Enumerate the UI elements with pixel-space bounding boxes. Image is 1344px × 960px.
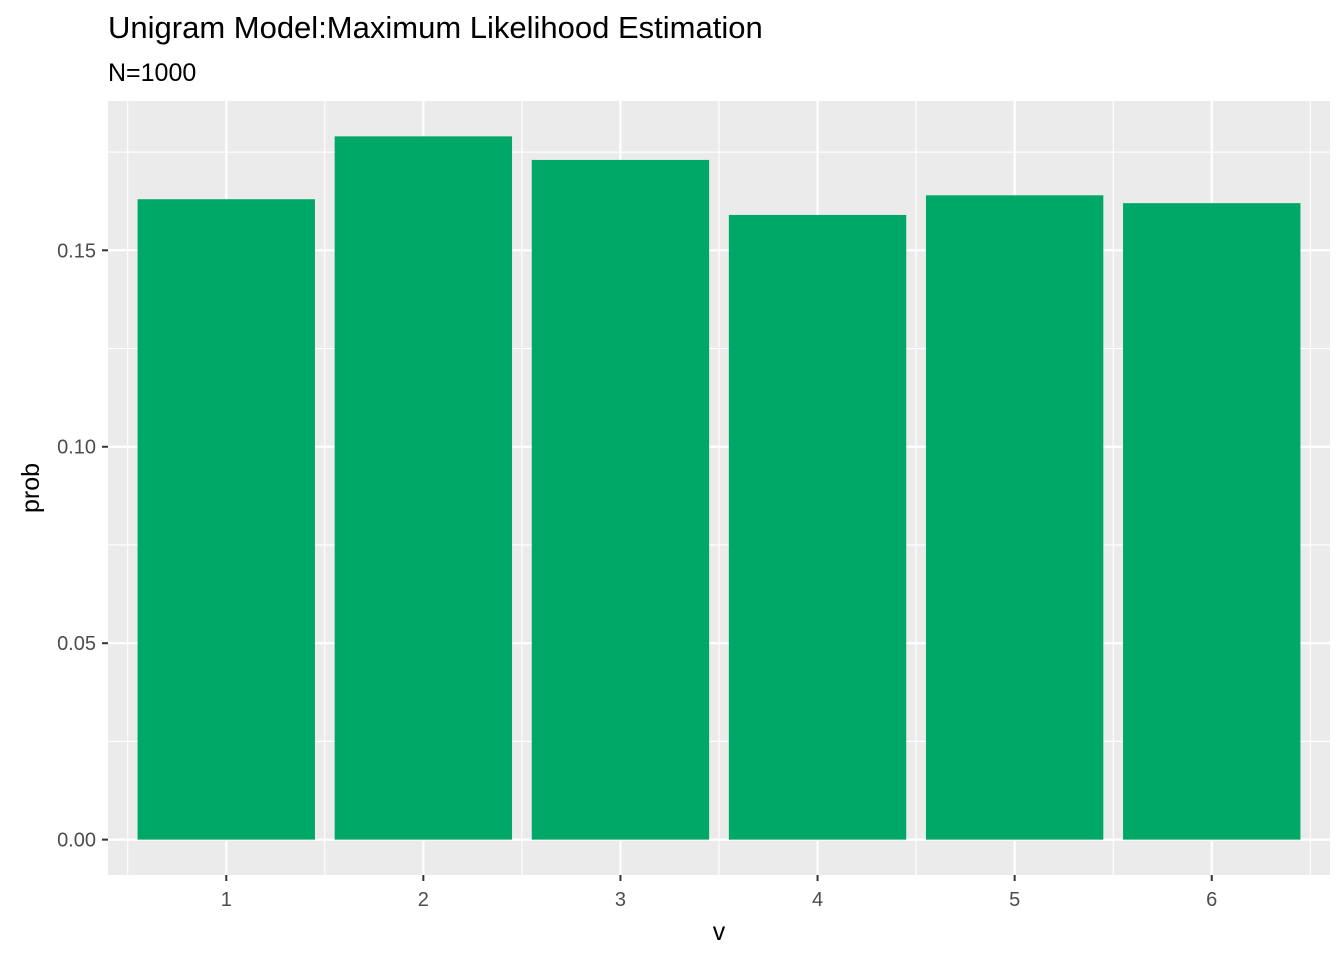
x-axis-label: v: [713, 918, 726, 946]
y-axis: 0.00 0.05 0.10 0.15: [57, 240, 108, 852]
x-tick-label: 4: [812, 889, 823, 911]
x-tick-label: 2: [418, 889, 429, 911]
x-tick-label: 3: [615, 889, 626, 911]
x-tick-label: 6: [1206, 889, 1217, 911]
x-tick-label: 5: [1009, 889, 1020, 911]
chart-title: Unigram Model:Maximum Likelihood Estimat…: [108, 10, 763, 45]
x-axis: 1 2 3 4 5 6: [221, 875, 1217, 911]
y-tick-label: 0.15: [57, 240, 96, 262]
y-tick-label: 0.05: [57, 633, 96, 655]
chart-subtitle: N=1000: [108, 59, 197, 87]
y-axis-label: prob: [17, 463, 45, 513]
y-tick-label: 0.00: [57, 830, 96, 852]
bar-3: [531, 159, 710, 840]
y-tick-label: 0.10: [57, 437, 96, 459]
bar-5: [925, 195, 1104, 840]
x-tick-label: 1: [221, 889, 232, 911]
bar-1: [137, 199, 315, 840]
bars: [137, 136, 1301, 840]
bar-2: [334, 136, 513, 840]
bar-4: [728, 214, 907, 840]
bar-6: [1123, 203, 1301, 840]
